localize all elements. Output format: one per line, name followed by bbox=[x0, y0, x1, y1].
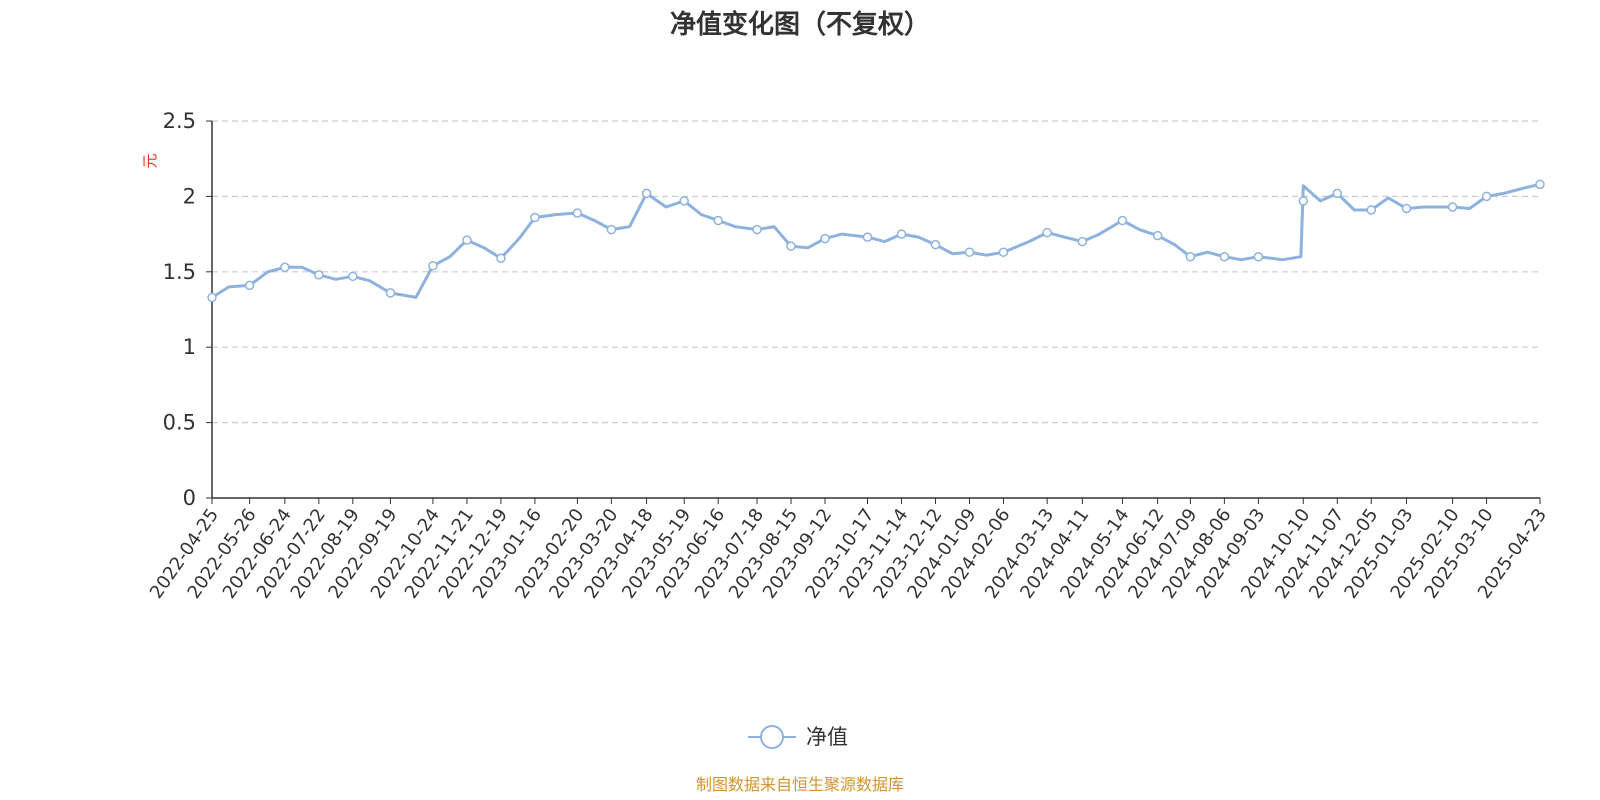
data-point bbox=[998, 247, 1009, 257]
legend-label: 净值 bbox=[806, 725, 848, 749]
data-point bbox=[679, 196, 689, 206]
data-point bbox=[820, 233, 830, 244]
y-tick-label: 1.5 bbox=[163, 260, 196, 284]
data-point bbox=[1077, 236, 1088, 247]
data-point bbox=[280, 262, 290, 273]
data-point bbox=[314, 270, 324, 280]
data-point bbox=[462, 235, 472, 245]
data-point bbox=[530, 212, 540, 223]
data-point bbox=[1253, 251, 1264, 262]
data-point bbox=[1332, 188, 1343, 199]
data-point bbox=[428, 261, 438, 271]
y-tick-label: 1 bbox=[183, 335, 196, 359]
data-point bbox=[1152, 230, 1163, 241]
data-point bbox=[1117, 215, 1128, 226]
data-point bbox=[1535, 179, 1545, 190]
axes: 00.511.522.52022-04-252022-05-262022-06-… bbox=[146, 109, 1551, 603]
data-point bbox=[862, 232, 873, 242]
data-point bbox=[713, 215, 723, 226]
data-point bbox=[1447, 202, 1458, 212]
data-point bbox=[572, 208, 583, 218]
data-point bbox=[207, 292, 217, 303]
data-point bbox=[348, 271, 358, 282]
legend-circle-icon bbox=[760, 725, 784, 749]
legend[interactable]: 净值 bbox=[748, 725, 848, 749]
data-point bbox=[606, 224, 617, 235]
y-tick-label: 2.5 bbox=[163, 109, 196, 133]
y-tick-label: 0 bbox=[183, 486, 196, 510]
data-point bbox=[964, 247, 975, 257]
data-point bbox=[1185, 251, 1196, 262]
data-point bbox=[1219, 251, 1230, 262]
data-point bbox=[1298, 196, 1309, 206]
data-point bbox=[786, 241, 796, 251]
data-point bbox=[896, 229, 907, 239]
data-point bbox=[1401, 203, 1412, 214]
data-point bbox=[496, 253, 506, 263]
data-point bbox=[385, 288, 396, 298]
data-point bbox=[1481, 191, 1492, 202]
data-point bbox=[1366, 205, 1377, 215]
series-net-value[interactable] bbox=[210, 182, 1542, 299]
data-point bbox=[930, 239, 941, 250]
data-point bbox=[1042, 227, 1052, 238]
data-point bbox=[244, 280, 255, 291]
y-tick-label: 2 bbox=[183, 184, 196, 208]
series-markers[interactable] bbox=[207, 179, 1545, 303]
gridlines bbox=[212, 120, 1540, 424]
source-note: 制图数据来自恒生聚源数据库 bbox=[696, 775, 904, 794]
data-point bbox=[752, 224, 762, 235]
y-tick-label: 0.5 bbox=[163, 411, 196, 435]
data-point bbox=[641, 188, 652, 199]
y-axis-label: 元 bbox=[141, 153, 159, 168]
series-line bbox=[210, 182, 1542, 299]
chart-title: 净值变化图（不复权） bbox=[670, 9, 930, 40]
